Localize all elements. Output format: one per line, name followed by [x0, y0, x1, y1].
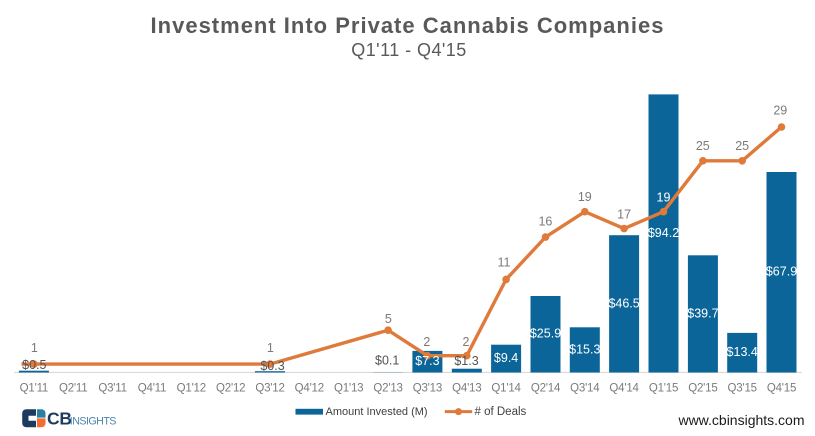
svg-text:$15.3: $15.3: [569, 342, 600, 356]
svg-text:$39.7: $39.7: [687, 306, 718, 320]
svg-text:Q1'15: Q1'15: [649, 383, 678, 395]
svg-text:Q1'11: Q1'11: [20, 383, 48, 395]
svg-text:$0.3: $0.3: [260, 359, 284, 373]
svg-text:Q1'13: Q1'13: [334, 383, 363, 395]
svg-text:INSIGHTS: INSIGHTS: [70, 416, 116, 428]
svg-text:Amount Invested (M): Amount Invested (M): [326, 406, 428, 418]
svg-text:$46.5: $46.5: [608, 296, 639, 310]
svg-text:2: 2: [463, 335, 470, 349]
svg-text:Q3'15: Q3'15: [728, 383, 757, 395]
svg-text:Q3'14: Q3'14: [570, 383, 600, 395]
svg-text:$0.5: $0.5: [22, 358, 46, 372]
svg-text:1: 1: [31, 341, 38, 355]
svg-text:Q4'14: Q4'14: [609, 383, 639, 395]
svg-text:2: 2: [423, 335, 430, 349]
svg-text:Q4'11: Q4'11: [138, 383, 166, 395]
svg-text:19: 19: [657, 191, 671, 205]
svg-text:17: 17: [617, 208, 631, 222]
svg-text:Q1'14: Q1'14: [491, 383, 521, 395]
svg-text:Q4'12: Q4'12: [295, 383, 324, 395]
svg-text:$1.3: $1.3: [454, 354, 478, 368]
svg-text:Q3'13: Q3'13: [413, 383, 442, 395]
svg-text:Q2'12: Q2'12: [216, 383, 245, 395]
svg-text:Q2'15: Q2'15: [688, 383, 717, 395]
svg-text:Q2'13: Q2'13: [373, 383, 402, 395]
svg-text:$13.4: $13.4: [727, 345, 758, 359]
svg-text:Q3'12: Q3'12: [255, 383, 284, 395]
svg-text:Q2'11: Q2'11: [59, 383, 87, 395]
svg-text:1: 1: [267, 341, 274, 355]
svg-text:$67.9: $67.9: [766, 265, 797, 279]
svg-text:$0.1: $0.1: [375, 354, 399, 368]
svg-text:$7.3: $7.3: [415, 354, 439, 368]
svg-text:$9.4: $9.4: [494, 351, 518, 365]
svg-text:# of Deals: # of Deals: [475, 406, 527, 418]
svg-text:Q4'15: Q4'15: [767, 383, 796, 395]
svg-text:$25.9: $25.9: [530, 327, 561, 341]
svg-text:Q3'11: Q3'11: [98, 383, 126, 395]
svg-text:25: 25: [696, 139, 710, 153]
svg-text:Q1'11 - Q4'15: Q1'11 - Q4'15: [351, 40, 466, 60]
svg-text:$94.2: $94.2: [648, 226, 679, 240]
svg-text:25: 25: [735, 139, 749, 153]
svg-text:29: 29: [773, 104, 787, 118]
svg-text:Q1'12: Q1'12: [177, 383, 206, 395]
svg-text:5: 5: [385, 312, 392, 326]
svg-text:Q2'14: Q2'14: [531, 383, 561, 395]
svg-text:19: 19: [578, 190, 592, 204]
svg-text:11: 11: [498, 256, 511, 270]
svg-text:CB: CB: [47, 409, 72, 429]
svg-text:16: 16: [538, 215, 552, 229]
svg-text:Investment Into Private Cannab: Investment Into Private Cannabis Compani…: [151, 13, 665, 38]
svg-text:www.cbinsights.com: www.cbinsights.com: [677, 412, 804, 428]
svg-text:Q4'13: Q4'13: [452, 383, 481, 395]
